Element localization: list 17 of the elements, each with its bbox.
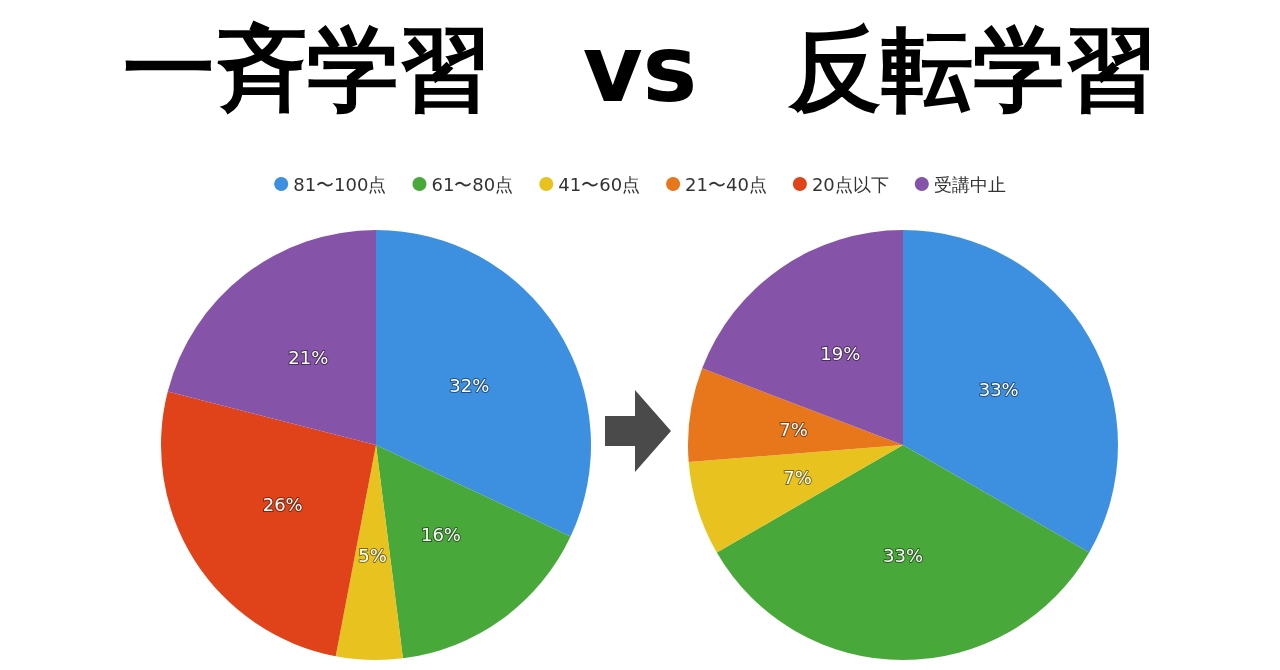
data-label: 7% (779, 418, 808, 440)
legend-label: 61〜80点 (431, 173, 514, 195)
data-label: 21% (288, 347, 329, 369)
chart-title: 一斉学習 vs 反転学習 (122, 15, 1158, 123)
legend-label: 81〜100点 (293, 173, 387, 195)
legend-label: 20点以下 (811, 173, 889, 195)
data-label: 16% (420, 523, 461, 545)
data-label: 19% (820, 343, 861, 365)
data-label: 26% (262, 493, 303, 515)
legend-label: 21〜40点 (685, 173, 767, 195)
data-label: 5% (358, 544, 387, 566)
legend-label: 41〜60点 (558, 173, 641, 195)
data-label: 7% (783, 467, 812, 489)
legend-label: 受講中止 (933, 173, 1006, 195)
data-label: 32% (449, 375, 490, 397)
data-label: 33% (978, 379, 1019, 401)
data-label: 33% (882, 545, 924, 566)
